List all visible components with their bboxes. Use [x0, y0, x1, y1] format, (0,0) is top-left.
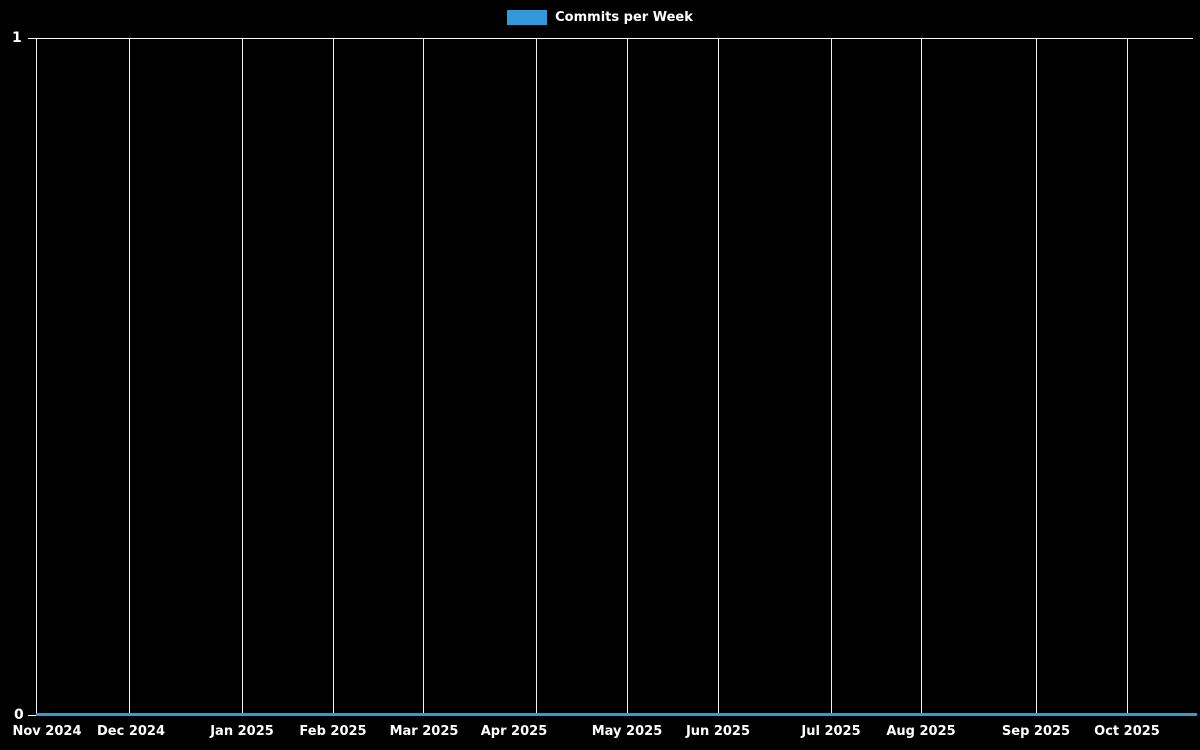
x-gridline	[242, 38, 243, 715]
x-axis-tick-label: Jul 2025	[801, 724, 861, 739]
x-axis-tick-label: Dec 2024	[96, 724, 166, 739]
y-axis-tick-mark-min	[28, 715, 36, 716]
x-gridline	[423, 38, 424, 715]
x-axis-tick-label: Sep 2025	[1001, 724, 1071, 739]
x-axis-tick-label: May 2025	[591, 724, 663, 739]
x-gridline	[627, 38, 628, 715]
x-gridline	[831, 38, 832, 715]
x-gridline	[1036, 38, 1037, 715]
x-axis-tick-label: Mar 2025	[389, 724, 459, 739]
x-axis-tick-label: Feb 2025	[299, 724, 367, 739]
x-axis-tick-label: Aug 2025	[886, 724, 956, 739]
series-layer	[36, 38, 1197, 716]
x-axis-tick-label: Jan 2025	[210, 724, 274, 739]
legend-label-commits-per-week: Commits per Week	[555, 9, 693, 25]
x-gridline	[333, 38, 334, 715]
x-axis-tick-labels: Nov 2024 Dec 2024 Jan 2025 Feb 2025 Mar 2025…	[0, 724, 1200, 746]
chart-legend: Commits per Week	[0, 6, 1200, 28]
x-axis-tick-label: Apr 2025	[480, 724, 548, 739]
x-axis-tick-label: Jun 2025	[685, 724, 751, 739]
x-gridline	[921, 38, 922, 715]
x-gridline	[129, 38, 130, 715]
x-gridline	[718, 38, 719, 715]
series-line-commits-per-week	[36, 713, 1197, 716]
x-gridline	[1127, 38, 1128, 715]
plot-area	[28, 38, 1197, 716]
x-axis-tick-label: Nov 2024	[12, 724, 82, 739]
legend-swatch-commits-icon	[507, 9, 548, 25]
x-gridline	[36, 38, 37, 715]
plot-top-border	[28, 38, 1193, 39]
x-gridline	[536, 38, 537, 715]
x-axis-tick-label: Oct 2025	[1094, 724, 1160, 739]
legend-item-commits-per-week[interactable]: Commits per Week	[507, 9, 693, 25]
